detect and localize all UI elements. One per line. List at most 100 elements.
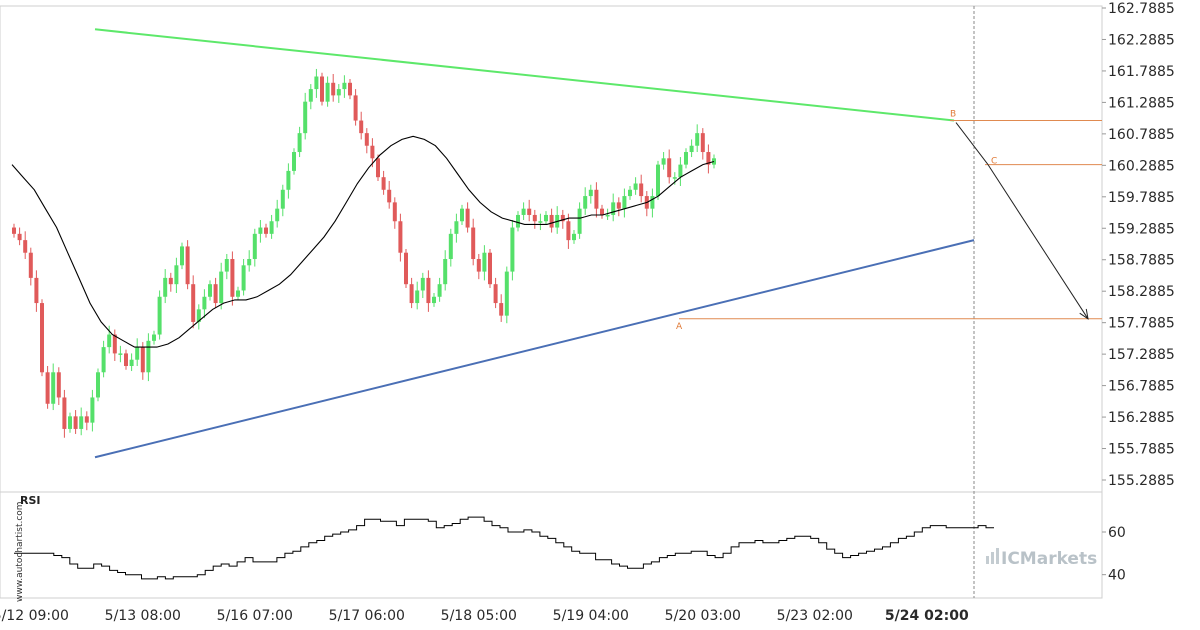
candle-body [68,416,72,429]
candle-body [594,189,599,209]
candle-body [140,347,145,373]
candle-body [712,158,716,165]
candle-body [62,397,67,429]
x-tick-label: 5/24 02:00 [885,608,969,624]
candle-body [588,189,593,197]
candle-body [448,233,453,260]
candle-body [152,334,156,341]
candle-body [381,177,386,190]
candle-body [79,416,84,429]
candle-body [348,82,352,96]
candle-body [404,252,408,285]
x-tick-label: 5/18 05:00 [441,608,517,624]
candle-body [499,303,504,316]
candle-body [320,76,324,102]
candle-body [650,196,655,209]
candle-body [208,284,212,297]
candle-body [96,372,100,398]
candle-body [247,259,252,266]
x-tick-label: 5/20 03:00 [665,608,741,624]
candle-body [23,240,28,253]
candle-body [297,133,302,153]
candle-body [454,221,459,234]
candle-body [504,271,509,316]
brand-bar-2 [991,552,994,564]
candle-body [230,259,235,297]
brand-bar-3 [996,548,999,564]
brand-text: ICMarkets [1001,549,1097,569]
forecast-arrow-head [1079,308,1089,320]
y-tick-label: 162.7885 [1108,1,1175,17]
candle-body [544,214,548,222]
candle-body [426,277,431,304]
y-tick-label: 155.2885 [1108,473,1175,489]
y-tick-label: 161.7885 [1108,64,1175,80]
level-a-label: A [676,322,683,332]
pattern-leg [955,122,989,165]
candle-body [465,208,470,228]
candle-body [269,221,274,234]
candle-body [28,252,33,278]
y-tick-label: 155.7885 [1108,442,1175,458]
candle-body [432,296,436,304]
rsi-line [14,516,994,580]
brand-logo: ICMarkets [986,548,1097,569]
candle-body [107,334,112,348]
candle-body [684,152,688,165]
candle-body [84,416,89,423]
rsi-tick-label: 40 [1108,568,1126,584]
candle-body [376,158,380,178]
candle-body [202,296,207,310]
candle-body [437,284,442,297]
candle-body [17,233,22,241]
candle-body [560,214,565,222]
candle-body [185,246,190,285]
candle-body [219,271,224,304]
candle-body [146,340,151,373]
candle-body [510,227,515,272]
candle-body [476,259,481,272]
rsi-tick-label: 60 [1108,525,1126,541]
rsi-label: RSI [20,494,41,507]
candle-body [387,189,392,203]
y-tick-label: 158.7885 [1108,253,1175,269]
rsi-panel [0,491,1103,599]
candle-body [622,196,627,209]
candle-body [163,277,168,297]
candle-body [532,214,537,222]
candle-body [342,82,347,90]
candle-body [516,214,520,228]
y-tick-label: 160.2885 [1108,158,1175,174]
candle-body [303,101,308,134]
x-tick-label: 5/13 08:00 [105,608,181,624]
candle-body [661,158,666,165]
candle-body [611,202,616,215]
candle-body [364,133,369,146]
candle-body [191,284,196,322]
candle-body [34,277,39,304]
candle-body [331,82,336,96]
candle-body [482,252,487,272]
candle-body [572,233,576,241]
candle-body [252,233,257,260]
candle-body [118,353,123,355]
candle-body [471,227,476,260]
y-tick-label: 159.7885 [1108,190,1175,206]
candle-body [264,227,268,234]
candle-body [667,158,672,178]
candle-body [180,246,184,266]
level-b-label: B [950,110,956,120]
x-tick-label: 5/23 02:00 [777,608,853,624]
candle-body [168,277,173,285]
y-tick-label: 161.2885 [1108,95,1175,111]
candle-body [124,353,128,366]
candle-body [689,145,694,153]
candle-body [56,372,61,398]
candle-body [325,82,330,102]
candle-body [359,120,364,134]
candle-body [224,259,229,272]
candle-body [549,214,554,228]
candle-body [460,208,464,222]
candle-body [174,265,179,285]
